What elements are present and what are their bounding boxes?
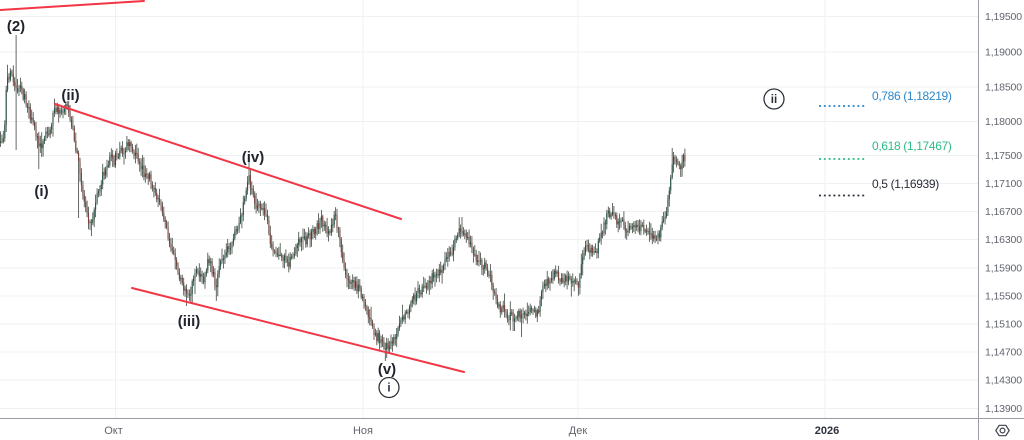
svg-text:1,14300: 1,14300 [985, 375, 1022, 387]
svg-text:1,19500: 1,19500 [985, 11, 1022, 23]
svg-text:1,18500: 1,18500 [985, 82, 1022, 94]
svg-text:Окт: Окт [104, 425, 123, 437]
svg-text:ii: ii [771, 94, 777, 106]
svg-text:1,14700: 1,14700 [985, 347, 1022, 359]
svg-text:i: i [387, 383, 390, 395]
svg-text:Дек: Дек [569, 425, 588, 437]
svg-text:(iii): (iii) [178, 313, 201, 330]
svg-text:(v): (v) [378, 361, 396, 378]
svg-text:1,15900: 1,15900 [985, 263, 1022, 275]
svg-text:2026: 2026 [815, 425, 839, 437]
svg-text:Ноя: Ноя [353, 425, 373, 437]
svg-text:1,17100: 1,17100 [985, 178, 1022, 190]
svg-text:(2): (2) [7, 18, 25, 35]
svg-text:(iv): (iv) [242, 149, 265, 166]
svg-text:1,19000: 1,19000 [985, 47, 1022, 59]
svg-text:(ii): (ii) [61, 87, 79, 104]
svg-text:(i): (i) [34, 183, 48, 200]
svg-text:1,15500: 1,15500 [985, 291, 1022, 303]
svg-text:0,618 (1,17467): 0,618 (1,17467) [872, 139, 952, 153]
svg-text:1,16300: 1,16300 [985, 234, 1022, 246]
svg-text:0,5 (1,16939): 0,5 (1,16939) [872, 177, 939, 191]
svg-text:1,13900: 1,13900 [985, 403, 1022, 415]
svg-text:0,786 (1,18219): 0,786 (1,18219) [872, 89, 952, 103]
svg-text:1,16700: 1,16700 [985, 206, 1022, 218]
svg-text:1,17500: 1,17500 [985, 150, 1022, 162]
svg-text:1,15100: 1,15100 [985, 319, 1022, 331]
svg-text:1,18000: 1,18000 [985, 116, 1022, 128]
